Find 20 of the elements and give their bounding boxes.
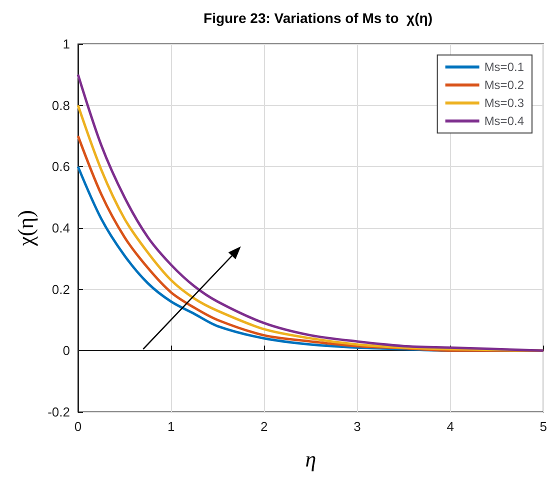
legend-label: Ms=0.4: [484, 114, 524, 128]
x-axis-title: η: [305, 446, 316, 472]
y-tick-label: 0.8: [52, 98, 70, 113]
y-tick-label: 0.6: [52, 159, 70, 174]
x-tick-label: 1: [167, 419, 175, 434]
y-tick-label: 1: [62, 36, 70, 52]
legend-label: Ms=0.2: [484, 78, 524, 92]
x-tick-label: 5: [540, 419, 547, 434]
y-axis-title: χ(η): [13, 210, 38, 247]
x-tick-label: 4: [446, 419, 454, 434]
chart-title: Figure 23: Variations of Ms to χ(η): [204, 10, 432, 26]
y-tick-label: -0.2: [48, 404, 70, 420]
x-tick-label: 3: [354, 419, 361, 434]
x-tick-label: 0: [74, 419, 82, 434]
legend-label: Ms=0.3: [484, 96, 524, 110]
y-tick-label: 0.4: [52, 220, 70, 236]
y-tick-label: 0: [62, 343, 70, 358]
legend-label: Ms=0.1: [484, 60, 524, 74]
x-tick-label: 2: [260, 419, 268, 434]
y-tick-label: 0.2: [52, 282, 70, 297]
